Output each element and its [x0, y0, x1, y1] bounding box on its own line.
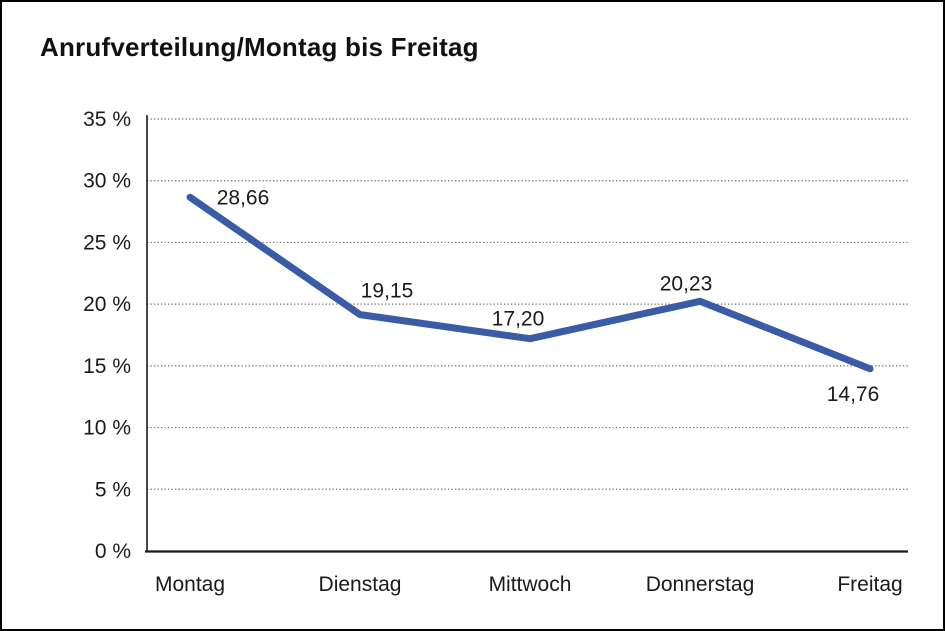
- point-value-label: 14,76: [827, 383, 880, 406]
- x-tick-label: Mittwoch: [489, 573, 572, 596]
- y-tick-label: 20 %: [83, 293, 131, 316]
- x-tick-label: Donnerstag: [646, 573, 755, 596]
- y-tick-label: 0 %: [95, 540, 131, 563]
- y-tick-label: 10 %: [83, 417, 131, 440]
- x-tick-label: Freitag: [837, 573, 902, 596]
- point-value-label: 20,23: [660, 272, 713, 295]
- data-line: [186, 193, 874, 373]
- y-tick-label: 35 %: [83, 108, 131, 131]
- chart-title: Anrufverteilung/Montag bis Freitag: [40, 32, 479, 62]
- point-value-label: 17,20: [492, 308, 545, 331]
- y-tick-label: 5 %: [95, 478, 131, 501]
- point-value-label: 28,66: [217, 186, 270, 209]
- point-value-label: 19,15: [361, 280, 414, 303]
- x-tick-label: Dienstag: [319, 573, 402, 596]
- y-tick-label: 30 %: [83, 170, 131, 193]
- x-tick-label: Montag: [155, 573, 225, 596]
- y-tick-label: 25 %: [83, 231, 131, 254]
- y-tick-label: 15 %: [83, 355, 131, 378]
